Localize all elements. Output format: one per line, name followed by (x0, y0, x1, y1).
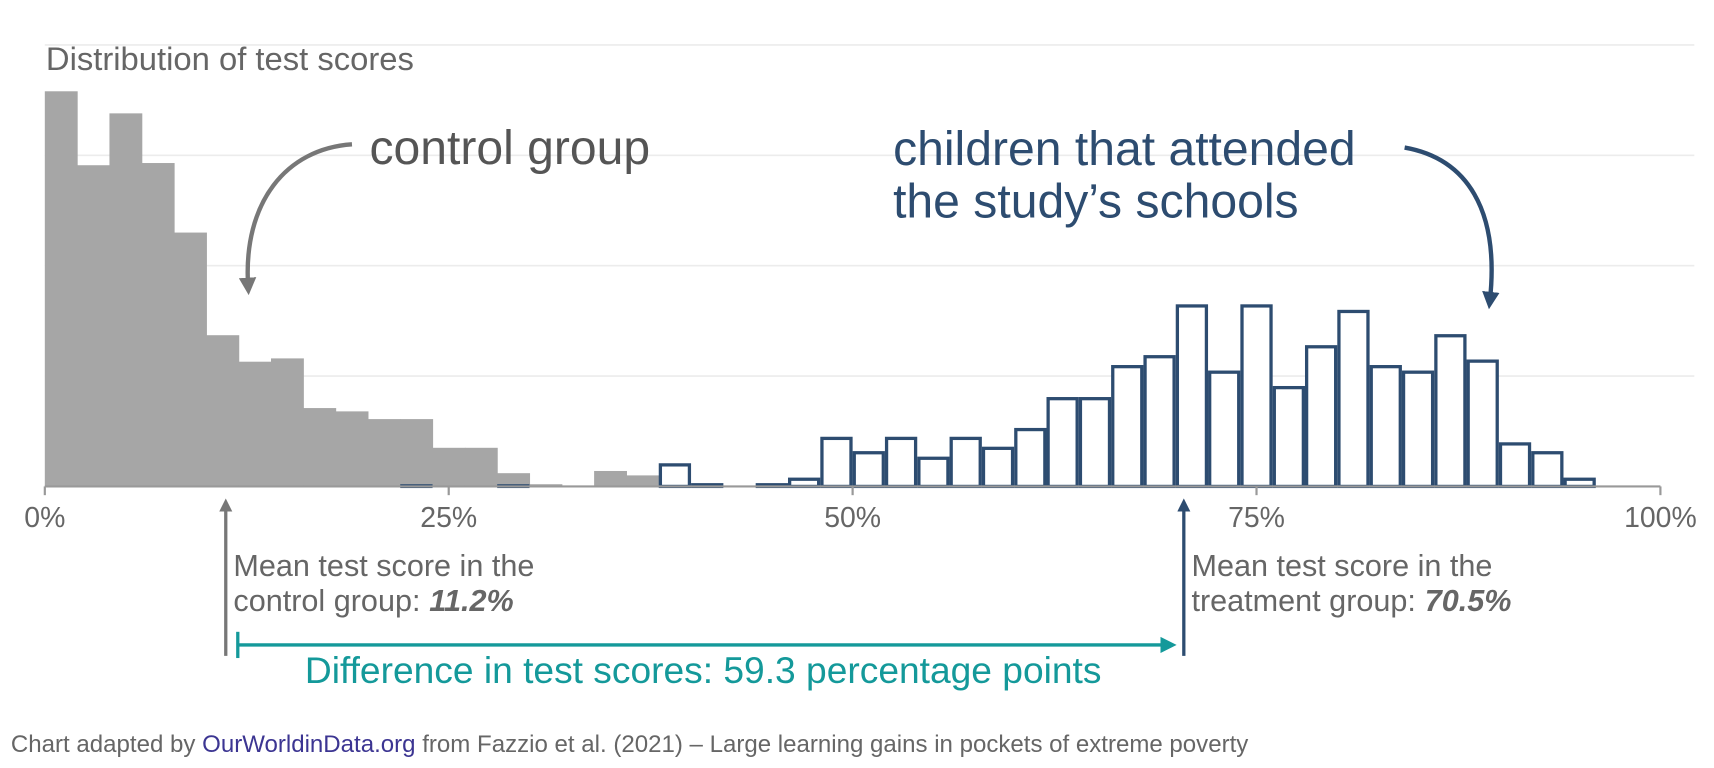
bar (1240, 304, 1273, 489)
bar (1143, 355, 1176, 489)
bar (1272, 385, 1305, 489)
bar (981, 446, 1015, 489)
x-tick-label: 0% (24, 502, 65, 534)
bar (44, 91, 78, 487)
annotation-text: treatment group: (1191, 584, 1415, 618)
bar (626, 475, 660, 487)
bar (1337, 309, 1370, 489)
bar (658, 463, 692, 489)
bar (1304, 345, 1338, 489)
bar (335, 411, 369, 487)
series-label: children that attended the study’s schoo… (893, 122, 1356, 229)
x-tick-label: 100% (1624, 502, 1697, 534)
bar (917, 456, 950, 489)
bar (1498, 442, 1532, 489)
bar (1369, 365, 1402, 489)
bar (303, 408, 337, 487)
grid (44, 44, 1695, 377)
series-label: control group (369, 121, 650, 175)
bar (238, 361, 272, 487)
footer-text: Chart adapted by (10, 730, 196, 758)
difference-label: Difference in test scores: 59.3 percenta… (305, 649, 1102, 691)
chart-title: Distribution of test scores (46, 40, 414, 77)
annotation-line: control group: 11.2% (233, 584, 513, 618)
annotation-line: Mean test score in the (233, 549, 534, 583)
x-axis: 0% 25% 50% 75% 100% (24, 485, 1697, 534)
bar (949, 436, 982, 489)
pointer-arrow (1404, 145, 1500, 310)
bar (109, 113, 143, 487)
bar (1111, 365, 1144, 489)
footer: Chart adapted by OurWorldinData.org from… (11, 730, 1248, 758)
bar (271, 358, 304, 487)
annotation-line: Mean test score in the (1191, 549, 1492, 583)
bar (174, 232, 207, 487)
bar (1401, 370, 1435, 489)
bar (1046, 397, 1079, 489)
bar (1466, 359, 1499, 489)
mean-value-label: 11.2% (429, 584, 513, 618)
bar (1208, 370, 1241, 489)
bar (497, 473, 531, 487)
bar (432, 447, 466, 487)
annotation-text: control group: (233, 584, 420, 618)
bar (141, 163, 175, 487)
bar (464, 447, 498, 487)
bar (206, 335, 240, 487)
x-tick-label: 75% (1228, 502, 1285, 534)
bar (400, 419, 434, 487)
bar (367, 419, 401, 487)
bar (852, 451, 885, 489)
bar (77, 165, 110, 487)
x-tick-label: 25% (420, 502, 477, 534)
annotation-line: treatment group: 70.5% (1191, 584, 1511, 618)
pointer-arrow (238, 142, 353, 296)
bar (1014, 427, 1047, 489)
footer-text: from Fazzio et al. (2021) – Large learni… (422, 730, 1249, 758)
bar (820, 436, 853, 489)
mean-value-label: 70.5% (1425, 584, 1512, 618)
bar (1531, 451, 1564, 489)
bar (1175, 304, 1209, 489)
bar (594, 470, 627, 487)
x-tick-label: 50% (824, 502, 881, 534)
bar (1434, 334, 1467, 489)
bar (1078, 397, 1112, 489)
bar (529, 484, 563, 487)
footer-link[interactable]: OurWorldinData.org (202, 730, 416, 758)
bar (884, 436, 918, 489)
